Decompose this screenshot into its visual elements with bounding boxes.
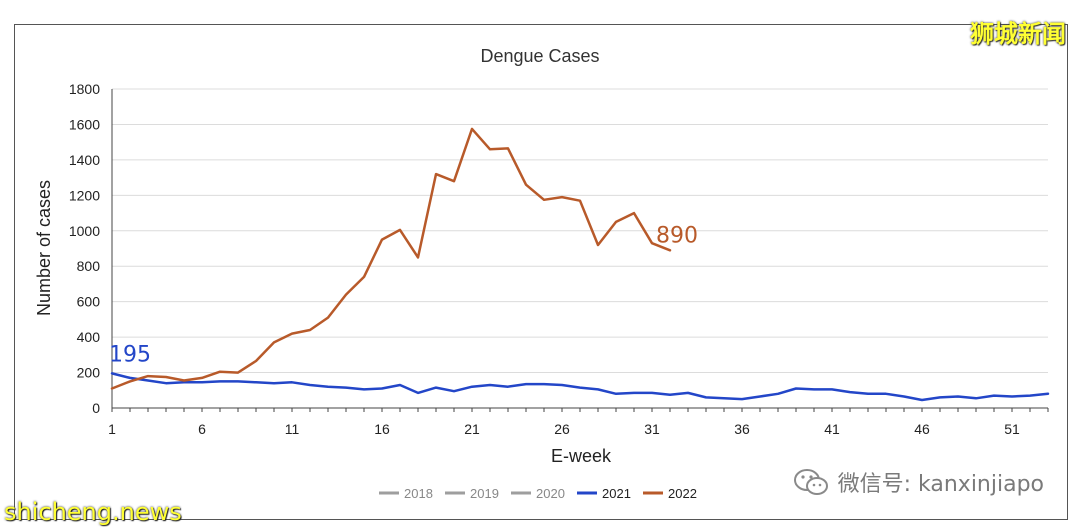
legend-label-2019: 2019 bbox=[470, 486, 499, 501]
watermark-top: 狮城新闻 bbox=[970, 20, 1066, 48]
x-tick-label: 31 bbox=[644, 421, 660, 437]
annotation-2022: 890 bbox=[656, 223, 698, 248]
wechat-label: 微信号: kanxinjiapo bbox=[837, 472, 1044, 497]
series-line-2021 bbox=[110, 372, 1050, 402]
y-tick-label: 1200 bbox=[69, 187, 100, 203]
y-tick-label: 200 bbox=[77, 365, 101, 381]
chart-title: Dengue Cases bbox=[480, 46, 599, 66]
x-tick-label: 1 bbox=[108, 421, 116, 437]
x-axis-label: E-week bbox=[551, 446, 612, 466]
x-tick-label: 6 bbox=[198, 421, 206, 437]
x-tick-label: 21 bbox=[464, 421, 480, 437]
y-tick-label: 400 bbox=[77, 329, 101, 345]
x-tick-label: 51 bbox=[1004, 421, 1020, 437]
x-tick-label: 26 bbox=[554, 421, 570, 437]
y-tick-label: 1600 bbox=[69, 116, 100, 132]
y-tick-label: 1400 bbox=[69, 152, 100, 168]
wechat-icon bbox=[793, 469, 828, 495]
series-line-2022 bbox=[110, 127, 672, 390]
legend-label-2018: 2018 bbox=[404, 486, 433, 501]
chart-frame bbox=[14, 24, 1068, 520]
y-tick-label: 0 bbox=[92, 400, 100, 416]
watermark-bottom: shicheng.news bbox=[4, 498, 182, 526]
x-tick-label: 11 bbox=[285, 421, 300, 437]
wechat-watermark: 微信号: kanxinjiapo bbox=[792, 466, 1044, 498]
x-tick-label: 41 bbox=[824, 421, 840, 437]
y-tick-label: 1000 bbox=[69, 223, 100, 239]
legend-label-2022: 2022 bbox=[668, 486, 697, 501]
x-tick-label: 46 bbox=[914, 421, 930, 437]
annotation-2021: 195 bbox=[109, 342, 151, 367]
y-axis-label: Number of cases bbox=[34, 180, 54, 316]
x-tick-label: 36 bbox=[734, 421, 750, 437]
y-tick-label: 800 bbox=[77, 258, 101, 274]
y-tick-label: 600 bbox=[77, 294, 101, 310]
x-tick-label: 16 bbox=[374, 421, 390, 437]
y-tick-label: 1800 bbox=[69, 81, 100, 97]
legend-label-2021: 2021 bbox=[602, 486, 631, 501]
legend-label-2020: 2020 bbox=[536, 486, 565, 501]
